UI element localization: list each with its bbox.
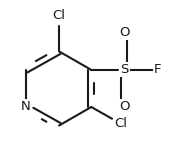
- Text: S: S: [120, 63, 129, 76]
- Text: O: O: [119, 101, 130, 113]
- Text: O: O: [119, 26, 130, 39]
- Text: Cl: Cl: [115, 117, 128, 130]
- Text: F: F: [154, 63, 161, 76]
- Text: N: N: [21, 101, 31, 113]
- Text: Cl: Cl: [52, 9, 66, 22]
